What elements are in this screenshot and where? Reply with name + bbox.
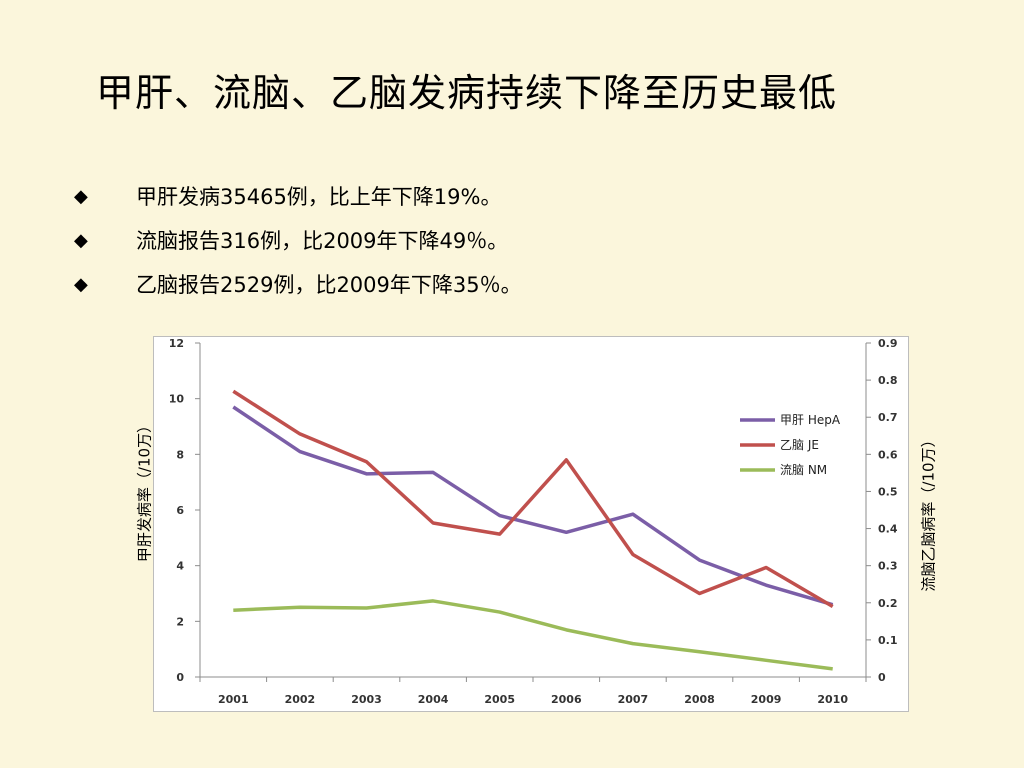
bullet-item-je: ◆ 乙脑报告2529例，比2009年下降35％。 xyxy=(74,262,522,306)
bullet-item-hepa: ◆ 甲肝发病35465例，比上年下降19%。 xyxy=(74,174,522,218)
y-axis-right-label: 流脑乙脑病率（/10万） xyxy=(919,432,938,592)
diamond-bullet-icon: ◆ xyxy=(74,273,88,295)
diamond-bullet-icon: ◆ xyxy=(74,185,88,207)
chart-frame xyxy=(153,336,909,712)
bullet-text: 甲肝发病35465例，比上年下降19%。 xyxy=(136,185,502,209)
diamond-bullet-icon: ◆ xyxy=(74,229,88,251)
bullet-list: ◆ 甲肝发病35465例，比上年下降19%。 ◆ 流脑报告316例，比2009年… xyxy=(74,174,522,306)
bullet-text: 乙脑报告2529例，比2009年下降35％。 xyxy=(136,273,522,297)
slide-title: 甲肝、流脑、乙脑发病持续下降至历史最低 xyxy=(96,71,838,115)
bullet-item-nm: ◆ 流脑报告316例，比2009年下降49％。 xyxy=(74,218,522,262)
bullet-text: 流脑报告316例，比2009年下降49％。 xyxy=(136,229,509,253)
y-axis-left-label: 甲肝发病率（/10万） xyxy=(135,417,154,563)
